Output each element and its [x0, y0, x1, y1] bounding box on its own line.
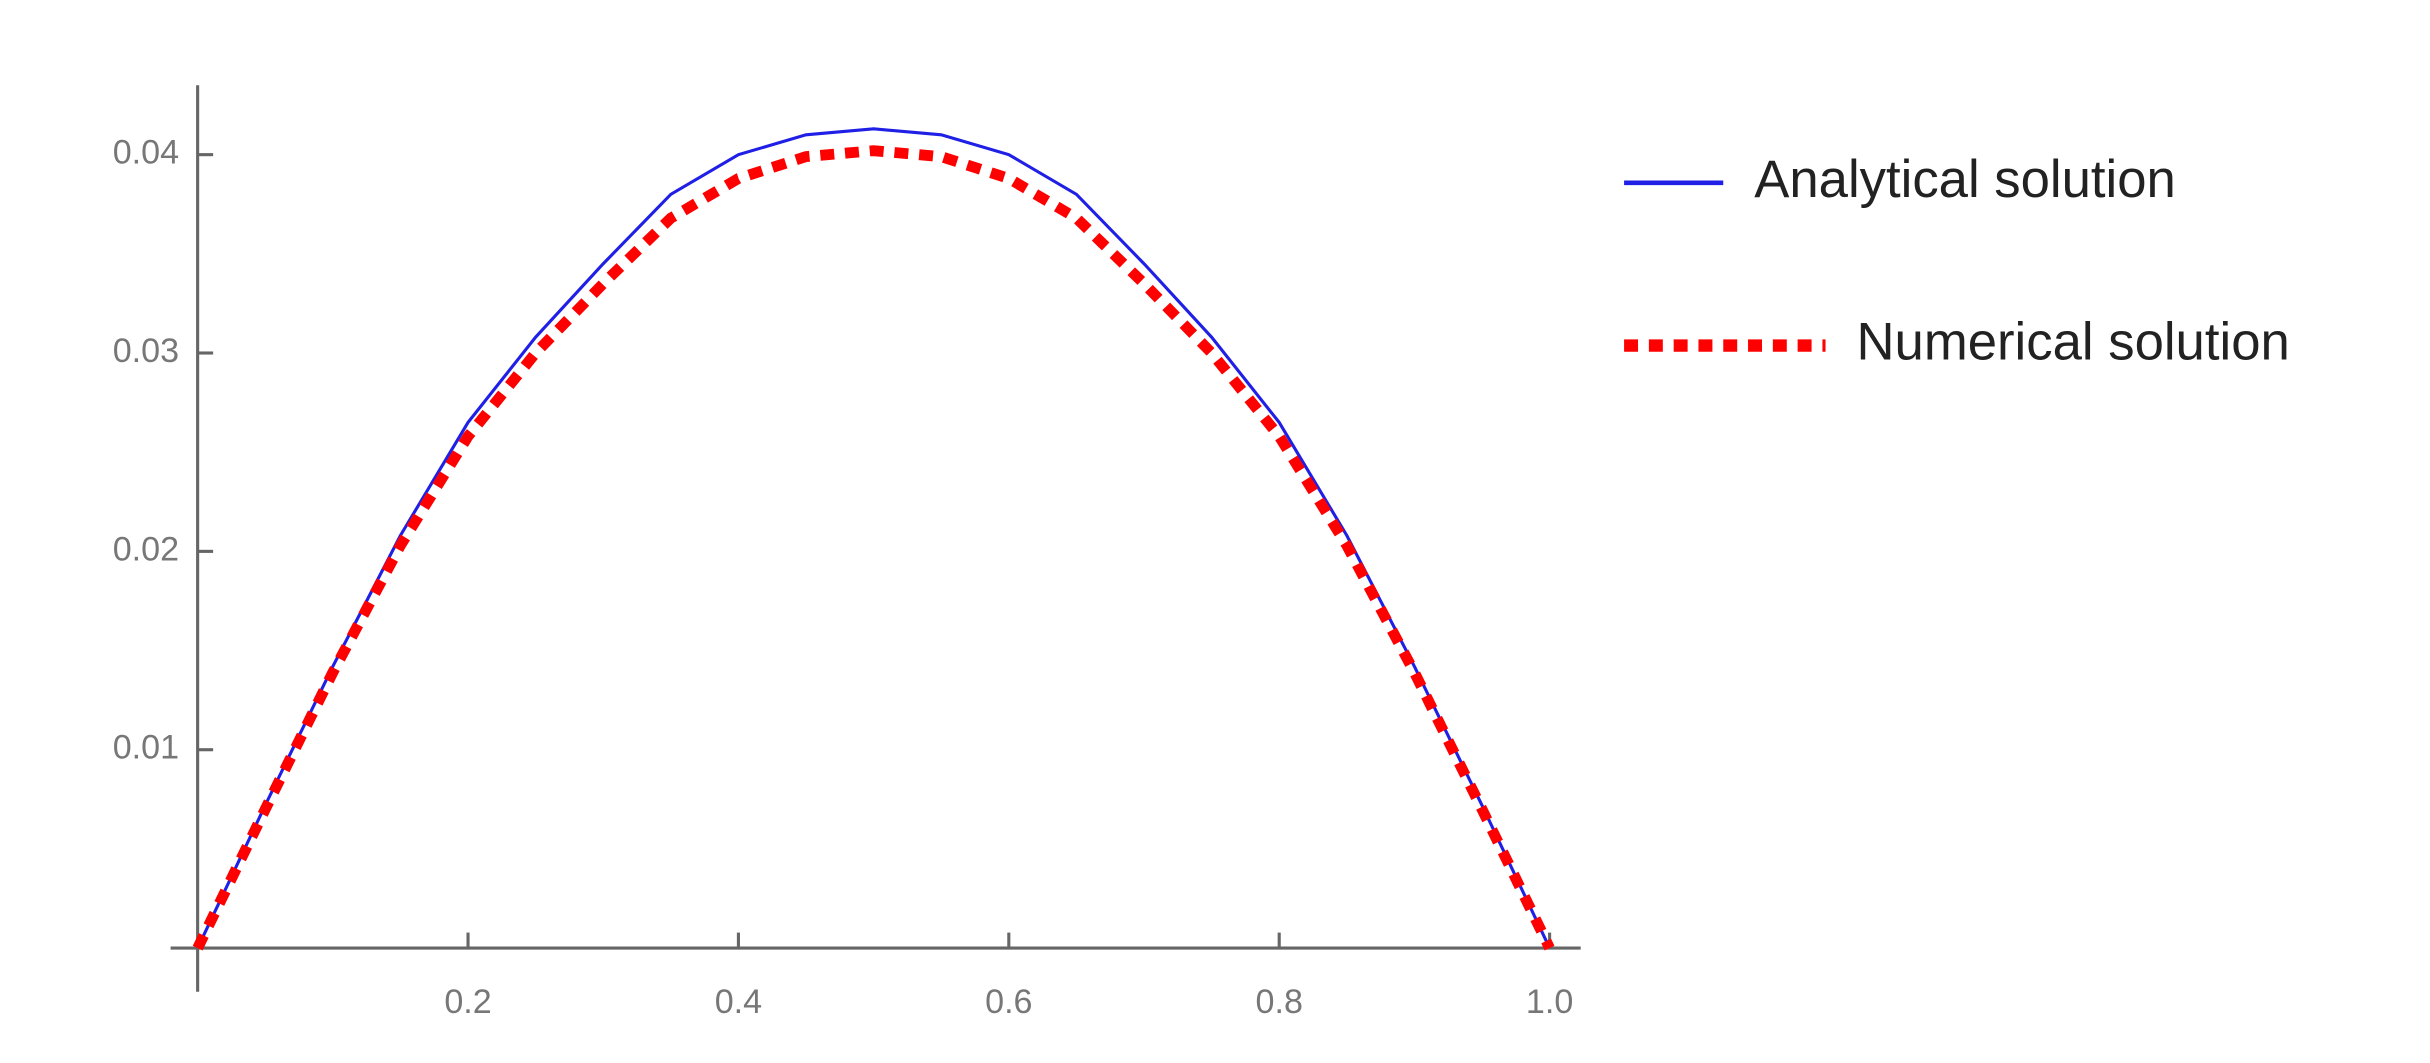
y-tick-label: 0.02	[113, 530, 179, 568]
series-line	[192, 145, 1555, 951]
y-tick-label: 0.03	[113, 332, 179, 370]
series-line	[196, 127, 1552, 949]
y-tick-label: 0.01	[113, 729, 179, 767]
x-tick-label: 0.6	[985, 983, 1032, 1021]
y-tick-label: 0.04	[113, 134, 179, 172]
legend-label: Analytical solution	[1754, 150, 2176, 209]
legend-label: Numerical solution	[1857, 312, 2290, 371]
x-tick-label: 0.4	[715, 983, 762, 1021]
x-tick-label: 0.8	[1256, 983, 1303, 1021]
x-tick-label: 0.2	[444, 983, 491, 1021]
x-tick-label: 1.0	[1526, 983, 1573, 1021]
